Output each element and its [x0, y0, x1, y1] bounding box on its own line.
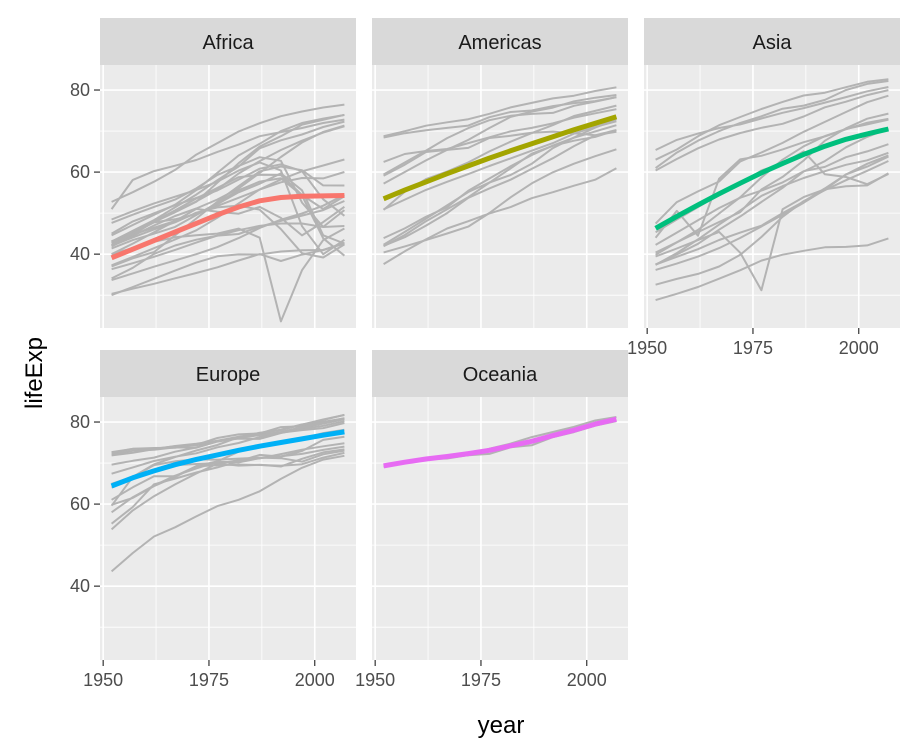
country-line — [111, 171, 345, 243]
country-line — [655, 89, 889, 172]
country-line — [655, 86, 889, 151]
x-tick-label: 1975 — [733, 338, 773, 358]
x-axis-title: year — [478, 712, 525, 739]
country-line — [655, 143, 889, 246]
y-tick-label: 60 — [70, 494, 90, 514]
strip-background — [372, 18, 628, 65]
country-line — [655, 80, 889, 169]
country-line — [111, 200, 345, 280]
x-tick-label: 1950 — [627, 338, 667, 358]
country-line — [655, 127, 889, 266]
country-line — [111, 156, 346, 228]
country-line — [655, 112, 889, 254]
x-tick-label: 1950 — [83, 670, 123, 690]
country-line — [383, 124, 617, 240]
smooth-line-asia — [654, 126, 889, 231]
country-line — [655, 151, 889, 266]
country-line — [110, 118, 345, 210]
y-tick-label: 40 — [70, 576, 90, 596]
strip-background — [100, 18, 356, 65]
strip-background — [644, 18, 900, 65]
panel-background — [372, 397, 628, 660]
country-line — [110, 454, 345, 573]
strip-label: Oceania — [463, 364, 538, 386]
country-line — [655, 78, 889, 161]
y-tick-label: 60 — [70, 162, 90, 182]
country-line — [383, 96, 617, 176]
country-line — [654, 94, 889, 225]
country-line — [111, 241, 345, 297]
x-tick-label: 2000 — [839, 338, 879, 358]
country-line — [111, 222, 345, 271]
strip-background — [100, 350, 356, 397]
facet-europe: Europe 40 60 80 1950 1975 2000 — [70, 350, 356, 690]
y-tick-label: 80 — [70, 80, 90, 100]
country-line — [655, 237, 889, 302]
smooth-line-africa — [110, 193, 345, 261]
country-line — [383, 96, 617, 139]
facet-oceania: Oceania 1950 1975 2000 — [355, 350, 628, 690]
country-line — [383, 130, 617, 177]
x-tick-label: 2000 — [567, 670, 607, 690]
facet-africa: Africa 40 60 80 — [70, 18, 356, 328]
country-line — [111, 161, 345, 256]
country-line — [111, 120, 345, 243]
strip-label: Americas — [458, 32, 541, 54]
x-tick-label: 1975 — [461, 670, 501, 690]
x-tick-label: 1950 — [355, 670, 395, 690]
facet-asia: Asia 1950 1975 2000 — [627, 18, 900, 358]
country-line — [383, 129, 617, 247]
smooth-line-europe — [110, 429, 345, 489]
strip-label: Europe — [196, 364, 261, 386]
country-line — [383, 86, 617, 138]
smooth-line-oceania — [383, 416, 617, 469]
country-line — [111, 414, 345, 466]
x-tick-label: 2000 — [295, 670, 335, 690]
country-line — [111, 204, 345, 259]
country-line — [383, 94, 617, 185]
y-tick-label: 40 — [70, 244, 90, 264]
country-line — [383, 129, 617, 248]
y-axis-title: lifeExp — [21, 337, 48, 409]
strip-label: Africa — [202, 32, 254, 54]
country-line — [111, 193, 345, 282]
country-line — [111, 413, 345, 454]
strip-background — [372, 350, 628, 397]
facet-americas: Americas — [372, 18, 628, 328]
x-tick-label: 1975 — [189, 670, 229, 690]
country-line — [111, 114, 345, 237]
country-line — [111, 163, 346, 235]
strip-label: Asia — [753, 32, 793, 54]
country-line — [383, 120, 617, 211]
country-line — [655, 155, 889, 271]
country-line — [383, 148, 617, 254]
smooth-line-americas — [382, 114, 618, 202]
country-line — [111, 165, 345, 268]
panel-background — [372, 65, 628, 328]
country-line — [111, 417, 345, 485]
y-tick-label: 80 — [70, 412, 90, 432]
country-line — [111, 445, 345, 514]
country-line — [111, 103, 345, 203]
